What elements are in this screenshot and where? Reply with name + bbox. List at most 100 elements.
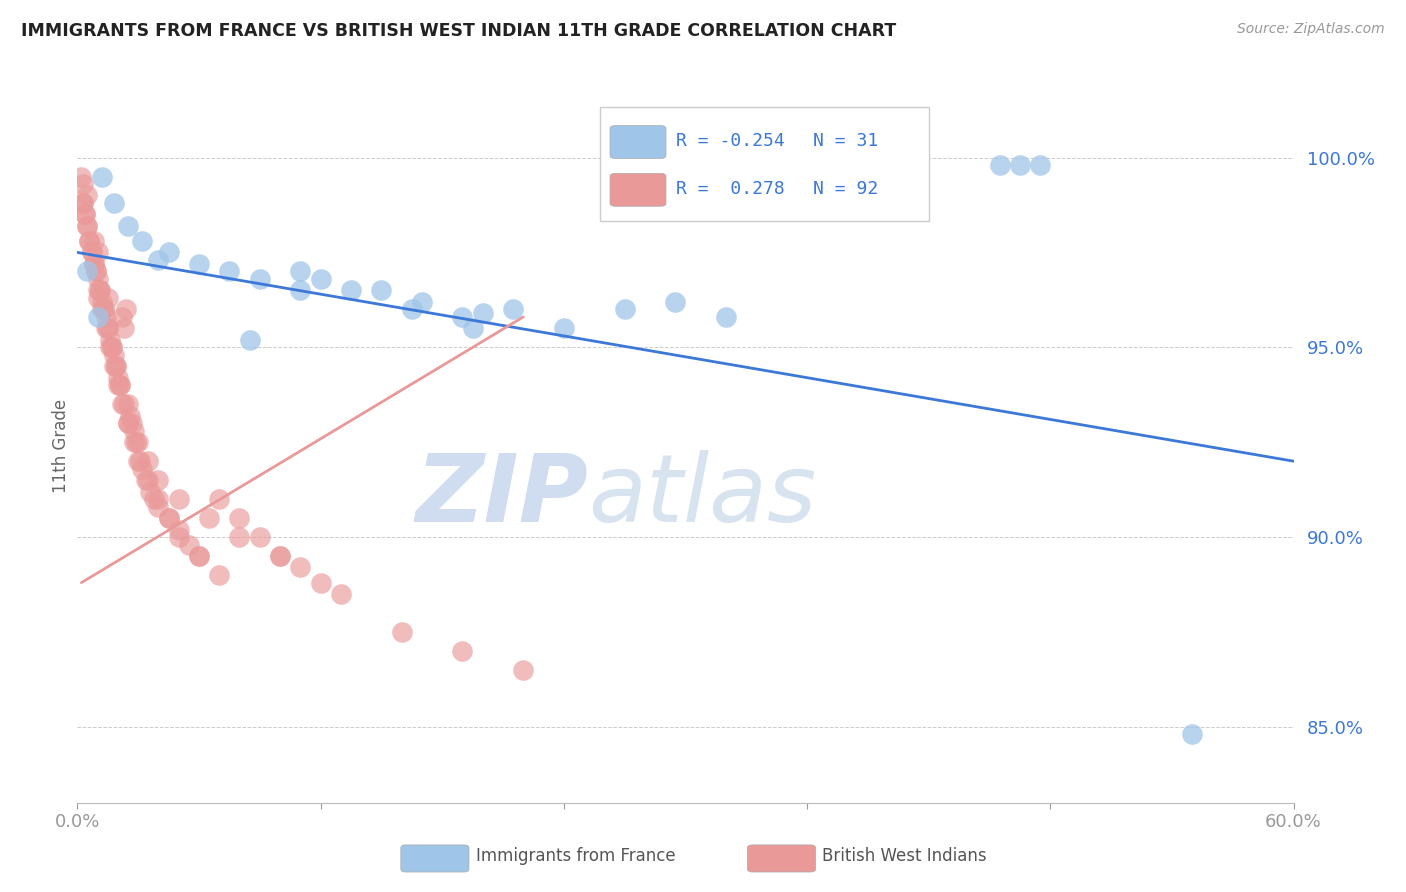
Point	[76, 264, 98, 278]
Point	[167, 523, 190, 537]
Text: N = 92: N = 92	[813, 180, 879, 198]
Text: atlas: atlas	[588, 450, 817, 541]
Point	[83, 257, 105, 271]
Point	[83, 257, 105, 271]
Point	[136, 454, 159, 468]
Point	[103, 359, 125, 374]
Point	[94, 321, 117, 335]
Point	[329, 587, 352, 601]
Point	[148, 492, 170, 507]
Point	[157, 511, 180, 525]
Point	[117, 416, 139, 430]
Point	[107, 370, 129, 384]
Point	[988, 158, 1011, 172]
Point	[451, 644, 474, 658]
Point	[309, 575, 332, 590]
Point	[167, 530, 190, 544]
Point	[117, 219, 139, 233]
Point	[249, 272, 271, 286]
Point	[502, 302, 524, 317]
Point	[86, 245, 108, 260]
Point	[72, 177, 94, 191]
Point	[97, 321, 120, 335]
Point	[131, 462, 153, 476]
Point	[86, 284, 108, 298]
Point	[98, 340, 121, 354]
Point	[148, 500, 170, 514]
Point	[157, 245, 180, 260]
Point	[90, 169, 112, 184]
Point	[111, 310, 134, 324]
Point	[86, 310, 108, 324]
Point	[148, 252, 170, 267]
Point	[228, 530, 250, 544]
Point	[93, 302, 115, 317]
Point	[89, 284, 111, 298]
Point	[512, 663, 534, 677]
Point	[93, 302, 115, 317]
Text: R =  0.278: R = 0.278	[676, 180, 785, 198]
Point	[103, 348, 125, 362]
Point	[177, 538, 200, 552]
Point	[139, 484, 162, 499]
Point	[125, 435, 148, 450]
Point	[218, 264, 240, 278]
Point	[117, 416, 139, 430]
Point	[112, 397, 135, 411]
Point	[208, 568, 231, 582]
Point	[76, 219, 98, 233]
Text: Immigrants from France: Immigrants from France	[477, 847, 676, 865]
Point	[70, 169, 93, 184]
FancyBboxPatch shape	[600, 107, 929, 221]
Point	[239, 333, 262, 347]
Point	[208, 492, 231, 507]
Text: R = -0.254: R = -0.254	[676, 132, 785, 150]
Point	[401, 302, 423, 317]
Point	[72, 196, 94, 211]
Point	[1181, 727, 1204, 741]
Point	[122, 435, 145, 450]
Point	[118, 409, 141, 423]
Point	[167, 492, 190, 507]
Point	[112, 321, 135, 335]
Point	[89, 284, 111, 298]
Point	[1008, 158, 1031, 172]
Text: N = 31: N = 31	[813, 132, 879, 150]
Point	[75, 207, 97, 221]
Text: IMMIGRANTS FROM FRANCE VS BRITISH WEST INDIAN 11TH GRADE CORRELATION CHART: IMMIGRANTS FROM FRANCE VS BRITISH WEST I…	[21, 22, 897, 40]
Point	[86, 291, 108, 305]
Point	[75, 207, 97, 221]
Point	[157, 511, 180, 525]
Text: ZIP: ZIP	[415, 450, 588, 542]
Point	[228, 511, 250, 525]
Point	[127, 435, 149, 450]
Point	[290, 284, 312, 298]
Point	[461, 321, 484, 335]
Point	[290, 560, 312, 574]
Point	[198, 511, 221, 525]
Point	[309, 272, 332, 286]
Point	[411, 294, 433, 309]
Point	[90, 294, 112, 309]
Point	[269, 549, 291, 563]
Point	[269, 549, 291, 563]
FancyBboxPatch shape	[610, 173, 666, 206]
Point	[135, 473, 157, 487]
Point	[148, 473, 170, 487]
Point	[127, 454, 149, 468]
Point	[188, 257, 211, 271]
Point	[664, 294, 686, 309]
FancyBboxPatch shape	[610, 126, 666, 159]
Point	[98, 333, 121, 347]
Point	[90, 302, 112, 317]
Point	[553, 321, 575, 335]
Point	[79, 234, 101, 248]
Point	[471, 306, 494, 320]
Point	[80, 245, 103, 260]
Point	[121, 416, 143, 430]
Point	[714, 310, 737, 324]
Point	[84, 264, 107, 278]
FancyBboxPatch shape	[401, 845, 470, 872]
Point	[108, 378, 131, 392]
Point	[104, 359, 127, 374]
